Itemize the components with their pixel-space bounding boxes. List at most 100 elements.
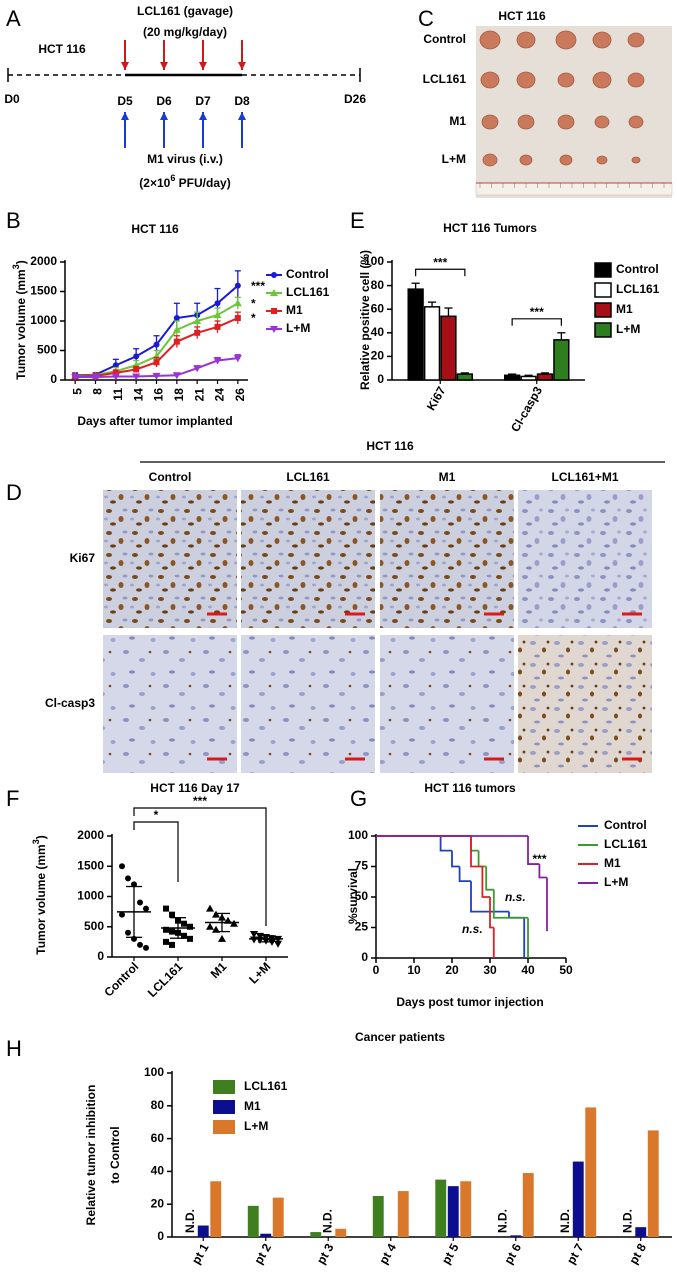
significance: n.s. (505, 890, 526, 904)
marker (181, 932, 187, 939)
survival-step (451, 850, 460, 868)
significance: *** (251, 279, 265, 293)
bar (423, 306, 441, 381)
micrograph (103, 635, 237, 773)
tumor (627, 32, 645, 48)
marker (181, 920, 187, 927)
legend-label: M1 (286, 303, 303, 317)
row-label: L+M (442, 152, 466, 166)
tumor (479, 30, 501, 50)
ruler (475, 182, 673, 196)
row-label: LCL161 (423, 72, 467, 86)
row-label: Cl-casp3 (45, 696, 95, 710)
bar (310, 1232, 322, 1237)
panel-letter: E (350, 208, 365, 233)
x-tick-label: 30 (483, 963, 497, 977)
tumor (557, 114, 575, 130)
y-axis-label: Tumor volume (mm3) (31, 835, 48, 954)
tumor (627, 72, 645, 88)
legend-label: L+M (604, 875, 628, 889)
y-tick-label: 0 (377, 372, 384, 386)
arrow-head (199, 62, 207, 70)
tumor (516, 71, 536, 89)
panel-letter: A (6, 6, 21, 31)
marker (173, 315, 180, 322)
bar (407, 288, 424, 381)
x-tick-label: LCL161 (145, 959, 186, 1000)
marker (133, 366, 140, 373)
bar (440, 315, 457, 381)
cell-line-label: HCT 116 (38, 42, 86, 56)
marker (119, 863, 125, 870)
marker (169, 911, 175, 918)
x-tick-label: pt 8 (626, 1241, 649, 1267)
marker (125, 875, 131, 882)
y-axis-label: to Control (108, 1126, 122, 1183)
x-tick-label: 10 (407, 963, 421, 977)
value-label: N.D. (620, 1209, 634, 1233)
day-label: D8 (234, 94, 250, 108)
marker (218, 934, 226, 942)
legend-swatch (594, 322, 612, 338)
bar (372, 1196, 384, 1237)
bar (435, 1179, 447, 1237)
marker (172, 325, 181, 333)
y-tick-label: 40 (371, 325, 385, 339)
y-axis-label: %survival (346, 868, 360, 924)
panel-letter: D (6, 480, 22, 505)
panel-letter: H (6, 1036, 22, 1061)
y-axis-label-part: Tumor volume (mm (14, 269, 28, 379)
marker (206, 922, 214, 930)
value-label: N.D. (183, 1209, 197, 1233)
significance: n.s. (462, 922, 483, 936)
day-label: D26 (344, 92, 366, 106)
bar (536, 373, 554, 381)
x-tick-label: 11 (111, 388, 125, 401)
x-axis-label: Days post tumor injection (396, 995, 543, 1009)
panel-letter: C (418, 6, 434, 31)
chart-title: HCT 116 Tumors (443, 221, 537, 235)
x-tick-label: 50 (559, 963, 573, 977)
legend-label: M1 (244, 1099, 261, 1113)
tumor (519, 154, 533, 166)
y-axis-label-part: 3 (31, 839, 41, 844)
x-tick-label: 26 (233, 388, 247, 402)
bar (635, 1227, 647, 1237)
tumor (631, 156, 641, 164)
virus-dose-part: 6 (170, 173, 175, 183)
bar (647, 1130, 659, 1237)
bar (247, 1205, 259, 1237)
marker (270, 326, 278, 333)
value-label: N.D. (495, 1209, 509, 1233)
marker (233, 355, 242, 363)
marker (234, 315, 241, 322)
significance: *** (530, 305, 544, 319)
marker (163, 905, 169, 912)
marker (137, 899, 143, 906)
survival-step (470, 836, 479, 852)
y-tick-label: 20 (151, 1196, 165, 1210)
significance: *** (193, 794, 207, 808)
marker (112, 362, 119, 369)
y-axis-label: Relative positive cell (%) (358, 250, 372, 390)
marker (152, 372, 161, 380)
legend-swatch (594, 302, 612, 318)
bar (520, 375, 537, 381)
column-label: LCL161+M1 (551, 470, 618, 484)
y-tick-label: 2000 (30, 254, 57, 268)
y-axis-label-part: ) (34, 835, 48, 839)
x-tick-label: pt 3 (314, 1241, 337, 1267)
panel-letter: B (6, 208, 21, 233)
y-tick-label: 1500 (30, 284, 57, 298)
micrograph (241, 635, 375, 773)
micrograph (380, 635, 514, 773)
legend-swatch (213, 1080, 235, 1094)
tumor (628, 115, 644, 129)
marker (91, 374, 100, 382)
x-tick-label: 14 (131, 388, 145, 402)
survival-step (470, 881, 509, 913)
x-tick-label: 18 (172, 388, 186, 402)
tumor (482, 153, 498, 167)
x-tick-label: M1 (208, 959, 230, 981)
tumor (592, 31, 612, 49)
